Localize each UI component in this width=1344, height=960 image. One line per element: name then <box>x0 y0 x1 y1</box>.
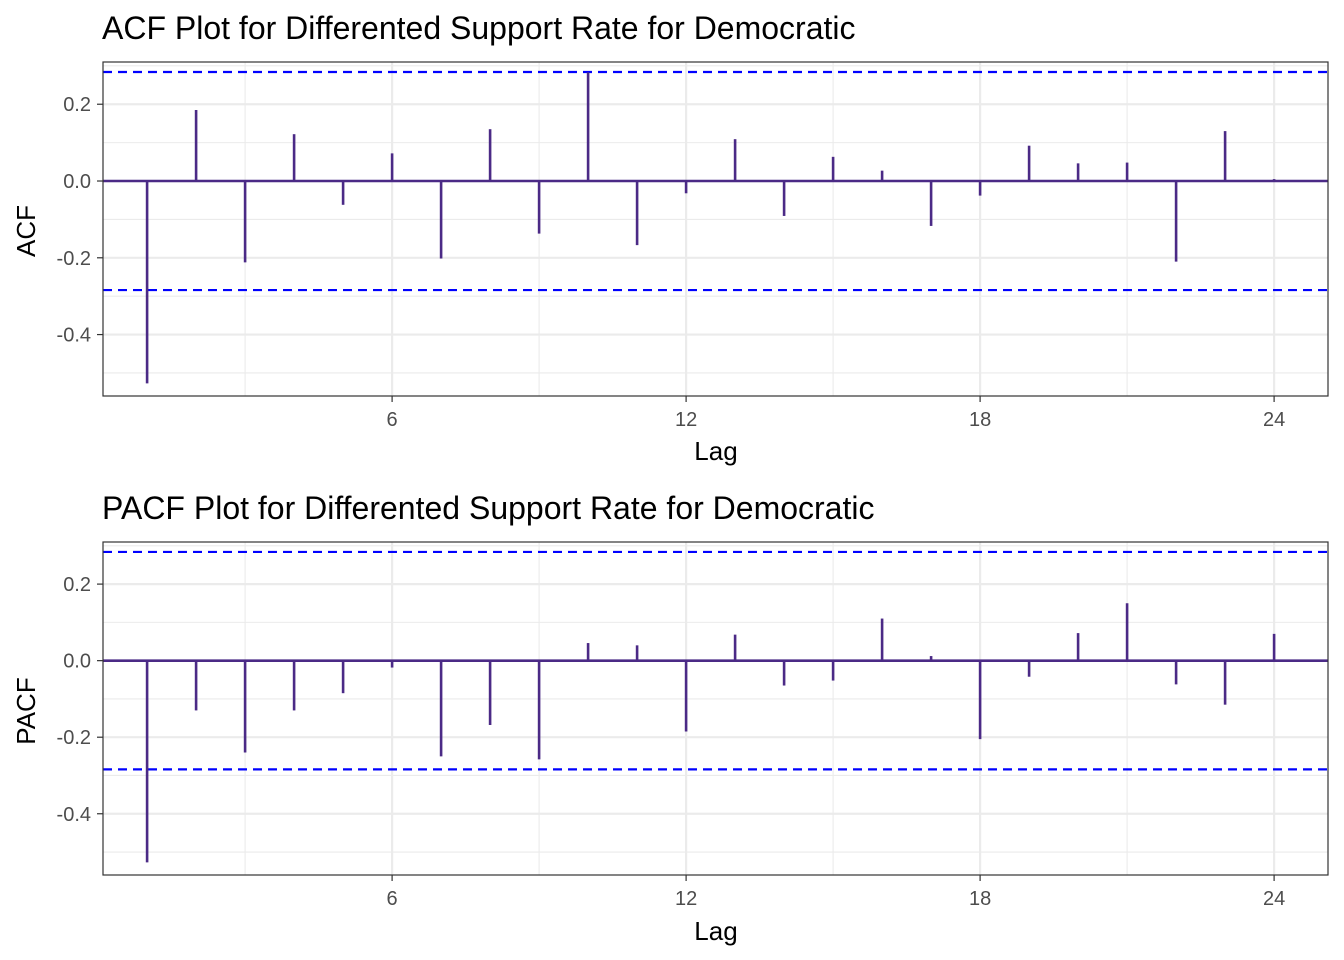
pacf-chart: PACF Plot for Differented Support Rate f… <box>11 490 1329 946</box>
acf-x-tick-label: 24 <box>1263 409 1285 431</box>
acf-x-axis-title: Lag <box>694 436 737 466</box>
acf-panel-background <box>103 62 1328 396</box>
pacf-panel-border <box>102 541 1329 876</box>
acf-y-axis-title: ACF <box>11 205 41 257</box>
pacf-y-tick-label: 0.2 <box>63 574 91 596</box>
acf-y-tick-label: 0.2 <box>63 94 91 116</box>
pacf-y-tick-label: 0.0 <box>63 651 91 673</box>
acf-y-tick-label: -0.2 <box>57 248 91 270</box>
pacf-y-tick-label: -0.4 <box>57 804 91 826</box>
pacf-x-tick-label: 18 <box>969 888 991 910</box>
acf-chart: ACF Plot for Differented Support Rate fo… <box>11 10 1329 466</box>
acf-chart-title: ACF Plot for Differented Support Rate fo… <box>102 10 856 46</box>
pacf-plot-area: -0.4 -0.2 0.0 0.2 6 12 18 24 <box>57 541 1329 910</box>
acf-panel-border <box>102 61 1329 397</box>
pacf-x-axis-title: Lag <box>694 916 737 946</box>
acf-x-tick-label: 18 <box>969 409 991 431</box>
pacf-panel-background <box>103 542 1328 875</box>
pacf-y-tick-label: -0.2 <box>57 727 91 749</box>
acf-y-tick-label: -0.4 <box>57 325 91 347</box>
acf-x-tick-label: 6 <box>387 409 398 431</box>
pacf-x-tick-label: 24 <box>1263 888 1285 910</box>
pacf-y-axis-title: PACF <box>11 677 41 744</box>
acf-x-tick-label: 12 <box>675 409 697 431</box>
pacf-x-tick-label: 12 <box>675 888 697 910</box>
acf-y-tick-label: 0.0 <box>63 171 91 193</box>
pacf-chart-title: PACF Plot for Differented Support Rate f… <box>102 490 874 526</box>
acf-plot-area: -0.4 -0.2 0.0 0.2 6 12 18 24 <box>57 61 1329 431</box>
pacf-x-tick-label: 6 <box>387 888 398 910</box>
